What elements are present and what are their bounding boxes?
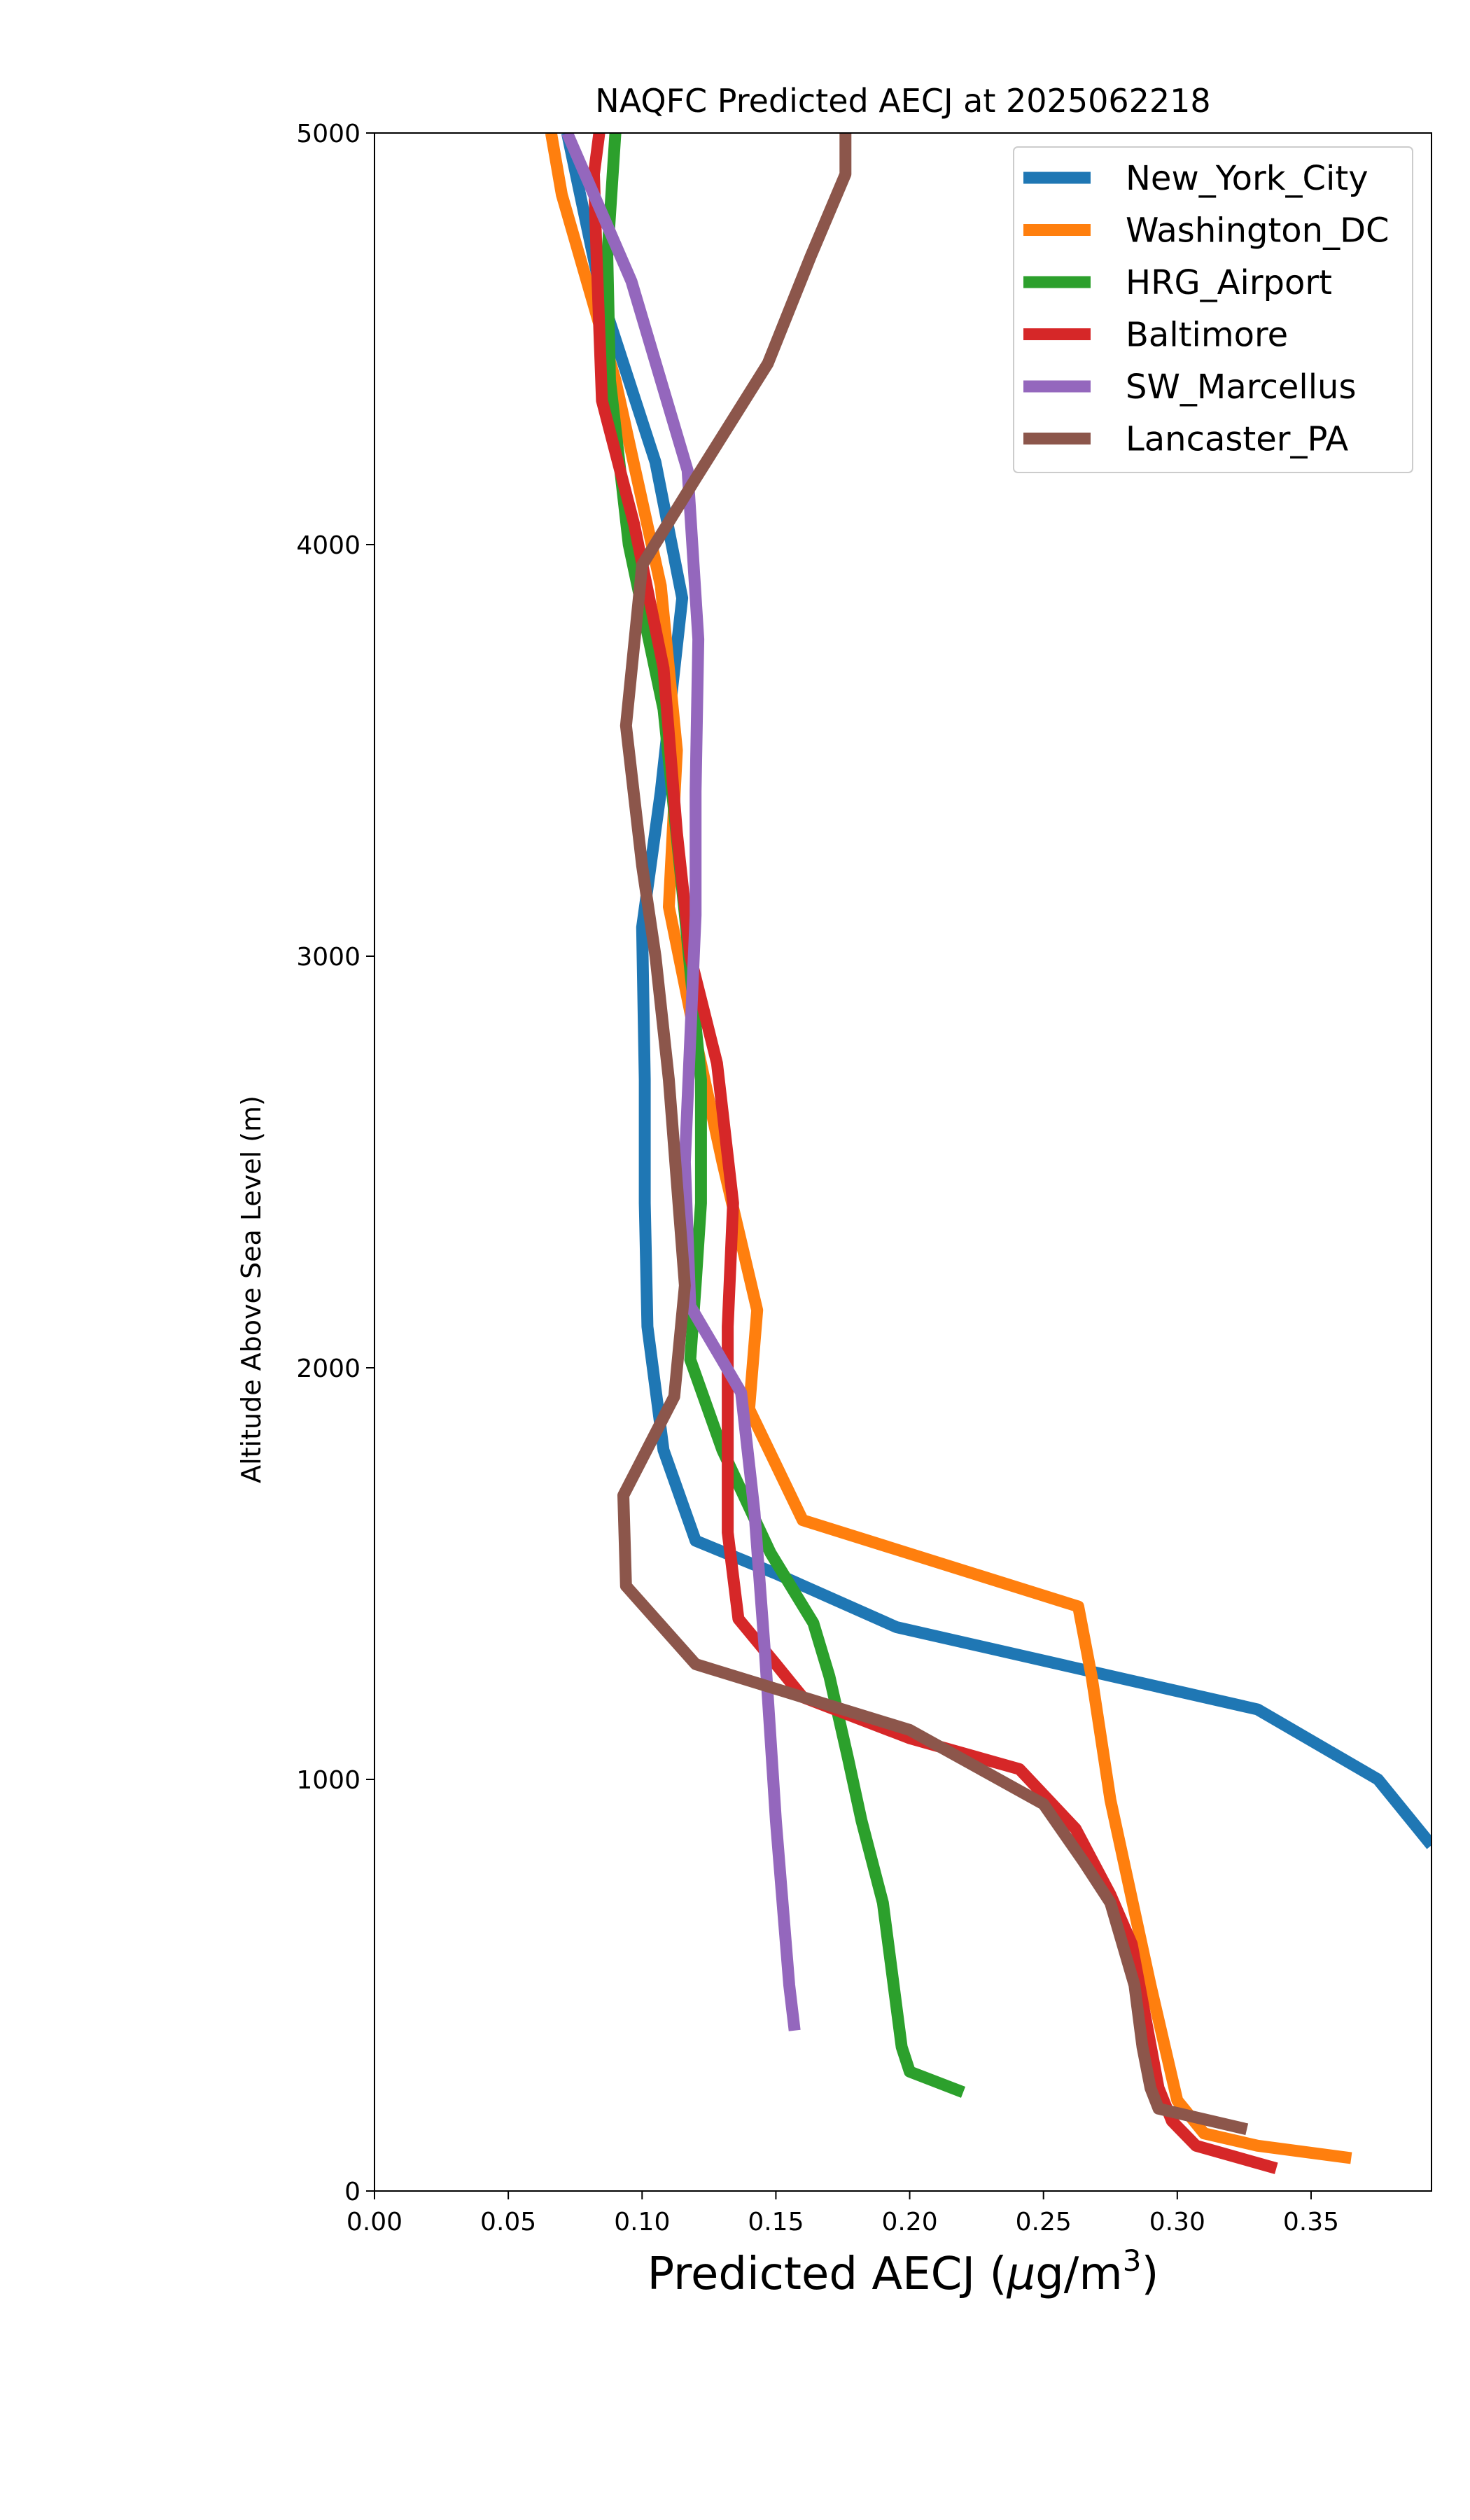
legend-label: Lancaster_PA: [1126, 420, 1348, 459]
series-line-lancaster-pa: [617, 133, 1249, 2136]
series-line-sw-marcellus: [561, 133, 801, 2031]
x-tick-label: 0.10: [614, 2208, 670, 2236]
x-axis-title-sup: 3: [1123, 2244, 1142, 2278]
series-line-washington-dc: [545, 133, 1352, 2164]
x-tick-label: 0.15: [748, 2208, 804, 2236]
series-line-baltimore: [588, 133, 1278, 2174]
y-tick-label: 4000: [296, 531, 360, 560]
x-tick-label: 0.00: [346, 2208, 402, 2236]
y-tick-label: 5000: [296, 120, 360, 148]
x-tick-label: 0.35: [1283, 2208, 1339, 2236]
legend-label: Washington_DC: [1126, 211, 1390, 251]
x-axis-title-unit: g/m: [1035, 2248, 1123, 2300]
legend-label: Baltimore: [1126, 316, 1288, 355]
x-axis-title-mu: μ: [1006, 2248, 1035, 2300]
y-tick-label: 0: [344, 2178, 360, 2206]
y-tick-label: 2000: [296, 1354, 360, 1383]
chart-title: NAQFC Predicted AECJ at 2025062218: [595, 82, 1210, 120]
legend-label: HRG_Airport: [1126, 263, 1332, 302]
axes: 0.00 0.05 0.10 0.15 0.20 0.25 0.30 0.35 0 1000 200…: [296, 120, 1339, 2236]
series-line-hrg-airport: [601, 133, 966, 2098]
x-tick-label: 0.25: [1016, 2208, 1072, 2236]
x-tick-label: 0.30: [1149, 2208, 1205, 2236]
y-tick-label: 3000: [296, 943, 360, 972]
legend-label: New_York_City: [1126, 159, 1368, 198]
x-axis-title-main: Predicted AECJ (: [648, 2248, 1007, 2300]
y-tick-label: 1000: [296, 1766, 360, 1795]
plot-frame: [374, 132, 1432, 2192]
legend-label: SW_Marcellus: [1126, 368, 1356, 407]
legend: New_York_City Washington_DC HRG_Airport Bal…: [1013, 146, 1413, 473]
x-tick-label: 0.20: [881, 2208, 937, 2236]
x-axis-title: Predicted AECJ (μg/m3): [648, 2244, 1159, 2300]
x-tick-label: 0.05: [480, 2208, 536, 2236]
y-axis-title: Altitude Above Sea Level (m): [236, 1096, 267, 1483]
legend-box: [1013, 146, 1413, 473]
plot-lines: [545, 133, 1432, 2174]
x-axis-title-close: ): [1141, 2248, 1158, 2300]
